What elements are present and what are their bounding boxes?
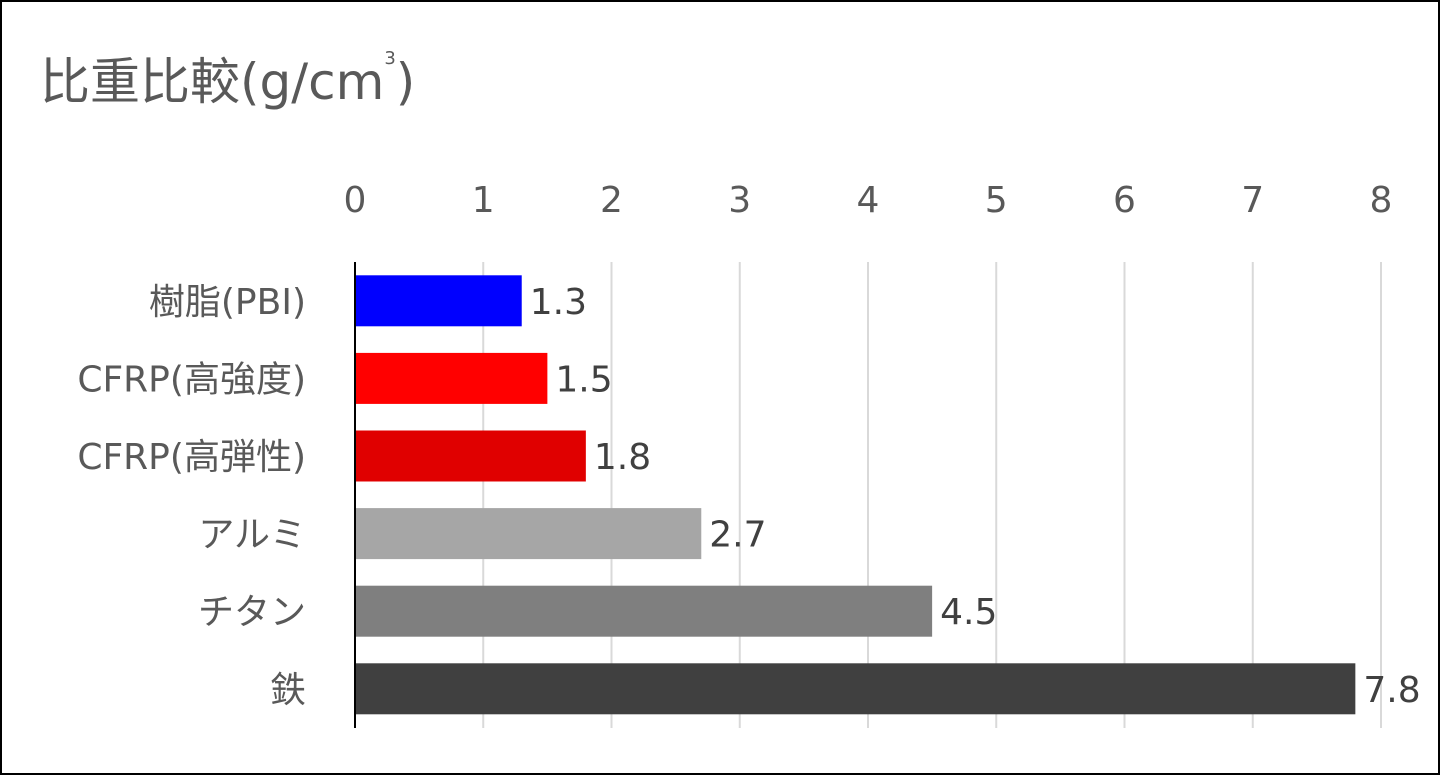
chart-title-superscript: 3 bbox=[384, 48, 396, 69]
value-label-3: 2.7 bbox=[709, 515, 766, 556]
value-label-2: 1.8 bbox=[594, 437, 651, 478]
category-label-0: 樹脂(PBI) bbox=[149, 282, 306, 323]
chart-title: 比重比較(g/cm3) bbox=[40, 42, 415, 114]
value-label-0: 1.3 bbox=[530, 282, 587, 323]
category-label-2: CFRP(高弾性) bbox=[77, 437, 306, 478]
chart-title-main: 比重比較(g/c bbox=[40, 53, 336, 111]
bar-1 bbox=[355, 352, 548, 404]
bar-0 bbox=[355, 275, 522, 327]
x-tick-label-3: 3 bbox=[728, 180, 751, 221]
x-tick-label-0: 0 bbox=[344, 180, 367, 221]
category-label-1: CFRP(高強度) bbox=[77, 359, 306, 400]
x-tick-label-4: 4 bbox=[857, 180, 880, 221]
value-label-4: 4.5 bbox=[940, 592, 997, 633]
chart-title-close: ) bbox=[395, 53, 416, 111]
x-tick-label-2: 2 bbox=[600, 180, 623, 221]
value-label-5: 7.8 bbox=[1363, 670, 1420, 711]
gridlines bbox=[482, 262, 1382, 728]
value-label-1: 1.5 bbox=[555, 359, 612, 400]
category-label-5: 鉄 bbox=[270, 670, 306, 711]
x-tick-label-1: 1 bbox=[472, 180, 495, 221]
x-axis-ticks: 0 1 2 3 4 5 6 7 8 bbox=[344, 180, 1393, 221]
category-label-3: アルミ bbox=[198, 515, 306, 556]
bar-2 bbox=[355, 430, 586, 482]
x-tick-label-7: 7 bbox=[1241, 180, 1264, 221]
x-tick-label-6: 6 bbox=[1113, 180, 1136, 221]
value-labels: 1.3 1.5 1.8 2.7 4.5 7.8 bbox=[530, 282, 1421, 711]
bar-5 bbox=[355, 663, 1356, 715]
x-tick-label-5: 5 bbox=[985, 180, 1008, 221]
bar-4 bbox=[355, 585, 933, 637]
category-label-4: チタン bbox=[198, 592, 306, 633]
chart-title-unit: m bbox=[335, 53, 385, 111]
bars bbox=[355, 275, 1356, 715]
bar-3 bbox=[355, 508, 702, 560]
x-tick-label-8: 8 bbox=[1370, 180, 1393, 221]
